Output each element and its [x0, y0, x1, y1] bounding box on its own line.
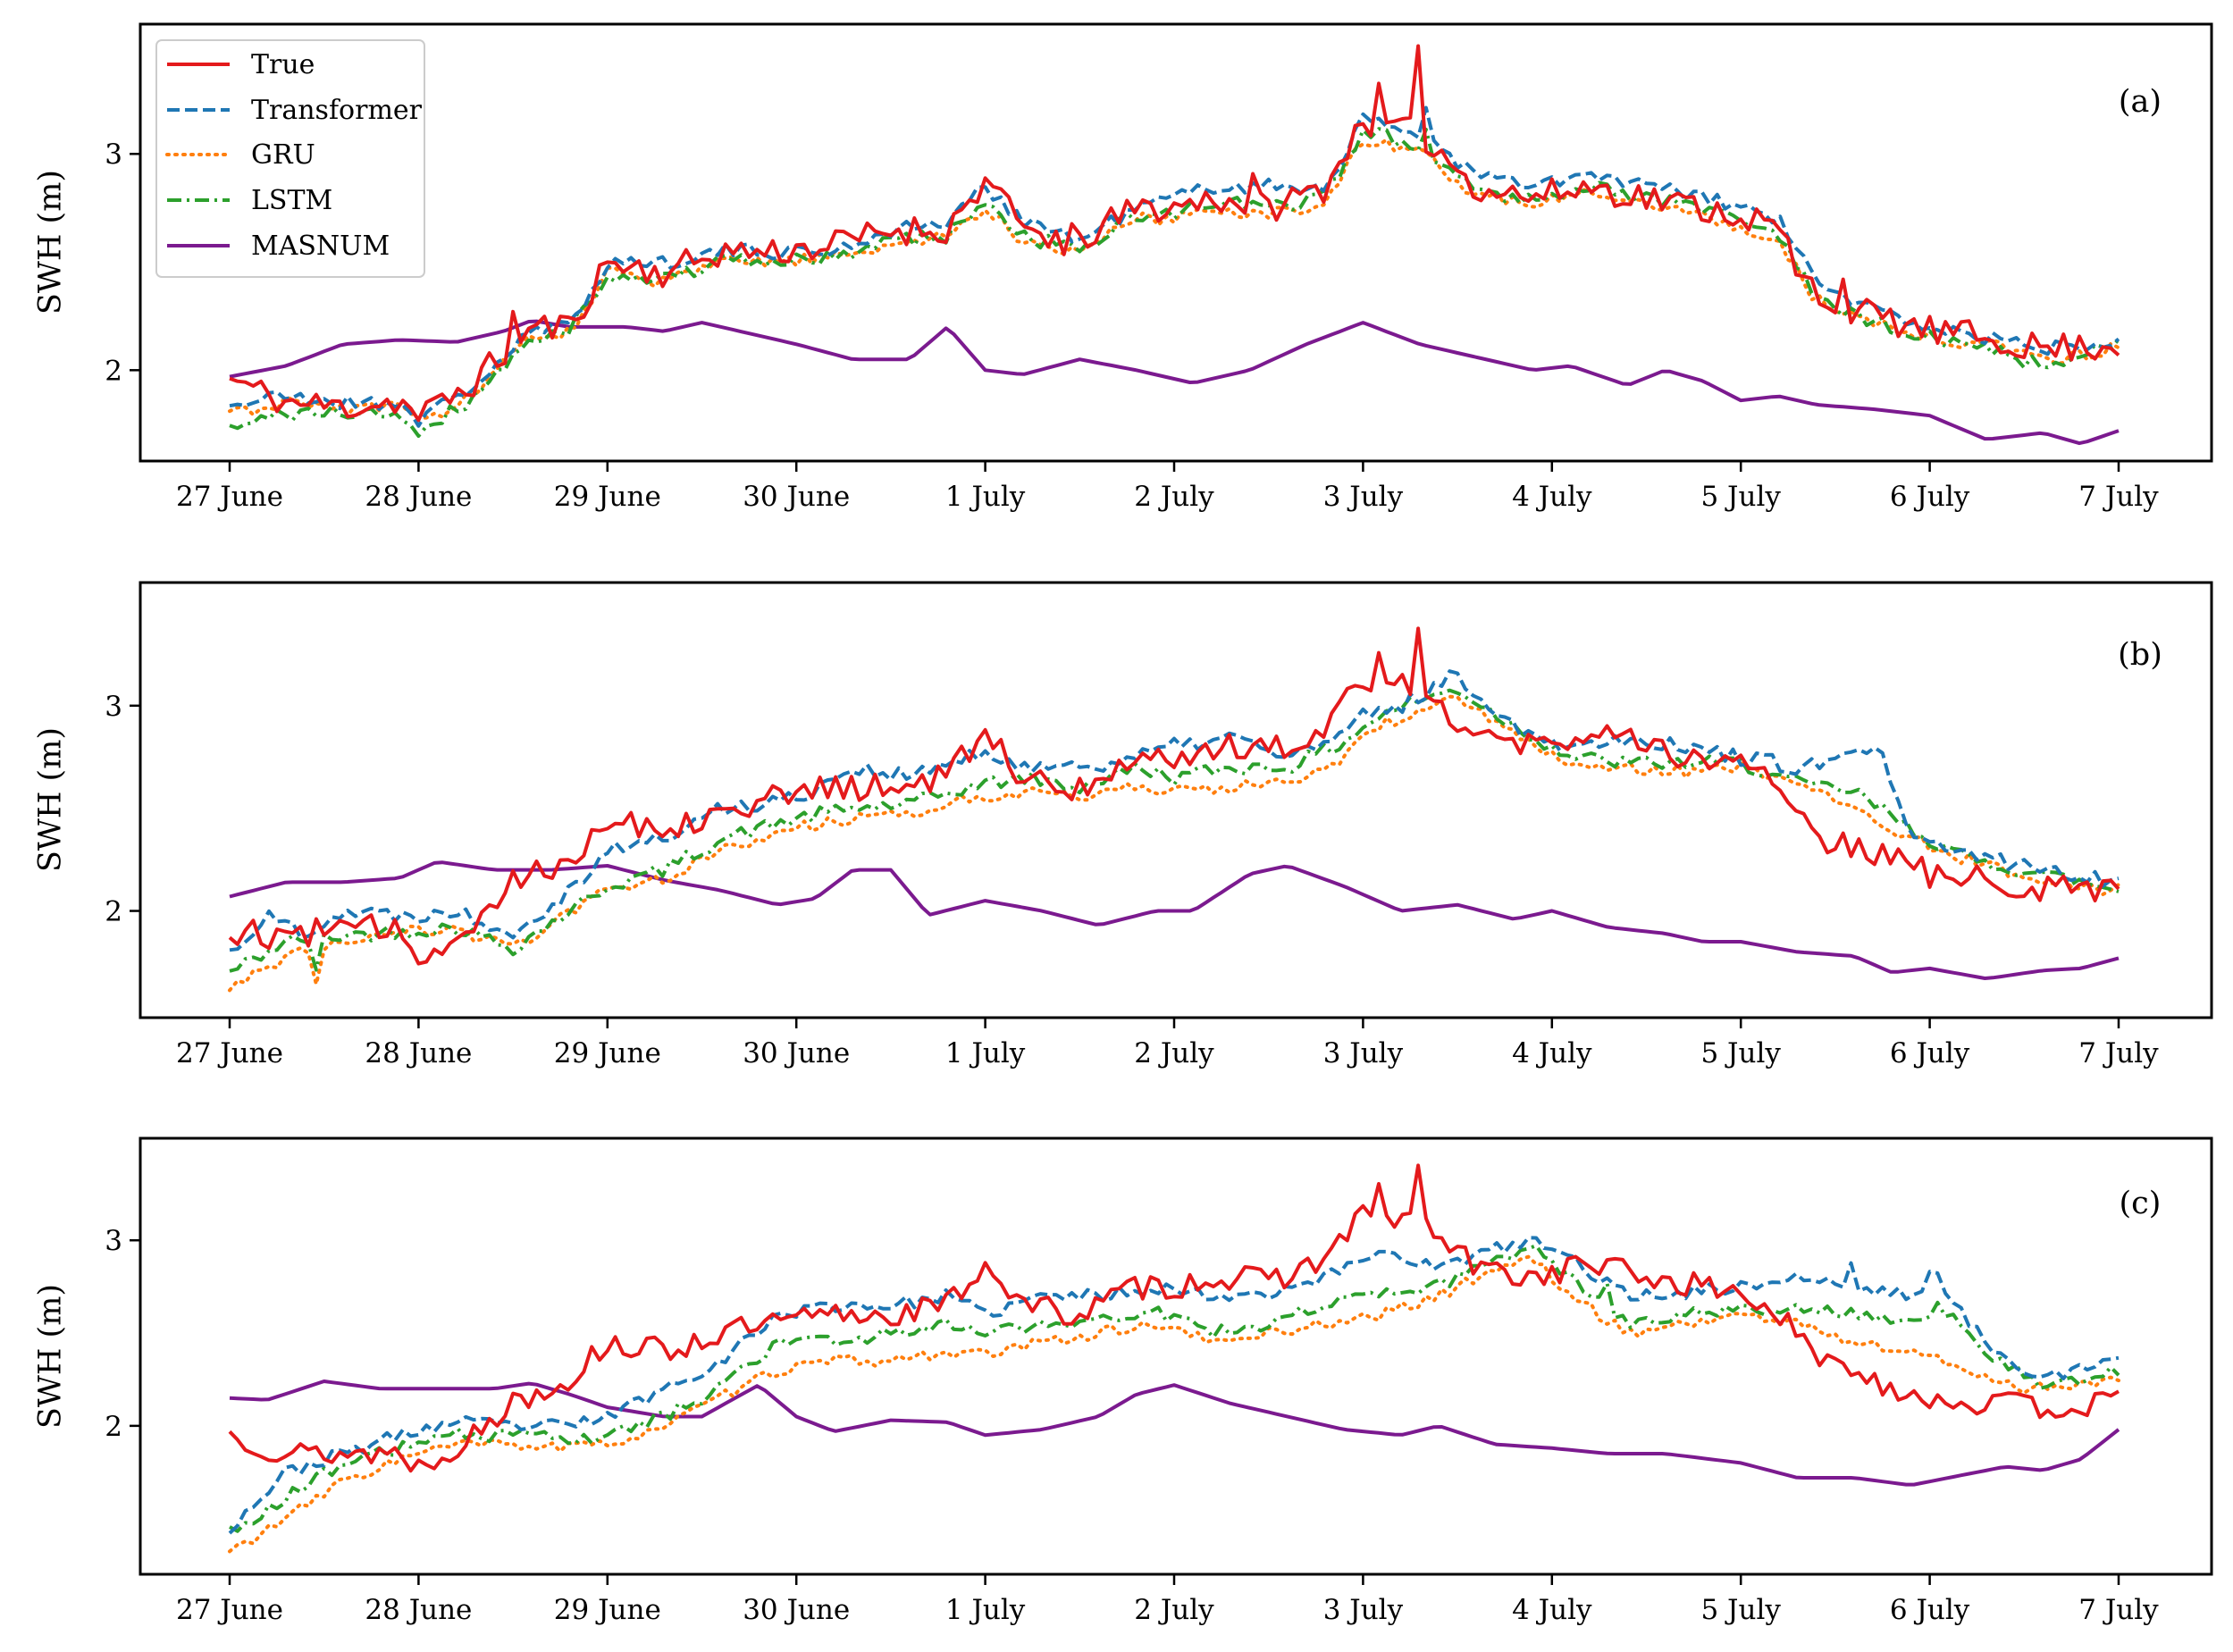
x-tick-label: 6 July: [1890, 1037, 1970, 1069]
y-tick-label: 2: [105, 1411, 122, 1443]
panel-a-series: [228, 44, 2120, 446]
legend-label-lstm: LSTM: [251, 185, 332, 216]
x-tick-label: 28 June: [365, 1037, 472, 1069]
x-tick-label: 27 June: [176, 1594, 283, 1626]
x-tick-label: 6 July: [1890, 1594, 1970, 1626]
x-tick-label: 2 July: [1134, 1594, 1214, 1626]
y-tick-label: 2: [105, 896, 122, 928]
x-tick-label: 29 June: [554, 1594, 661, 1626]
panel-c-series: [228, 1163, 2120, 1554]
panel-c: SWH (m) (c) 27 June 28 June 29 June 30 June…: [33, 1136, 2213, 1626]
series-line-masnum: [229, 319, 2120, 446]
series-line-gru: [228, 1254, 2120, 1554]
x-tick-label: 1 July: [945, 481, 1026, 513]
series-line-lstm: [229, 688, 2120, 973]
panel-a-frame: [139, 22, 2213, 463]
legend-entry-true[interactable]: True: [167, 49, 315, 80]
x-tick-label: 29 June: [554, 1037, 661, 1069]
x-tick-label: 7 July: [2078, 1594, 2159, 1626]
legend-label-true: True: [251, 49, 315, 80]
panel-b: SWH (m) (b) 27 June 28 June 29 June 30 June…: [33, 581, 2213, 1069]
y-tick-label: 3: [105, 691, 122, 723]
legend-entry-masnum[interactable]: MASNUM: [167, 231, 390, 262]
x-tick-label: 27 June: [176, 1037, 283, 1069]
series-line-true: [228, 626, 2120, 966]
x-tick-label: 1 July: [945, 1037, 1026, 1069]
series-line-true: [228, 1163, 2120, 1473]
panel-c-ylabel: SWH (m): [33, 1284, 69, 1429]
legend-entry-lstm[interactable]: LSTM: [167, 185, 332, 216]
series-line-masnum: [229, 1379, 2120, 1487]
panel-c-ticks: 27 June 28 June 29 June 30 June 1 July 2 July…: [105, 1225, 2159, 1626]
x-tick-label: 7 July: [2078, 1037, 2159, 1069]
legend-label-gru: GRU: [251, 139, 315, 171]
panel-a-ticks: 27 June 28 June 29 June 30 June 1 July 2 July…: [105, 138, 2159, 513]
x-tick-label: 30 June: [743, 1037, 850, 1069]
legend-label-transformer: Transformer: [251, 95, 423, 126]
legend-entry-transformer[interactable]: Transformer: [167, 95, 423, 126]
x-tick-label: 3 July: [1323, 1037, 1404, 1069]
x-tick-label: 4 July: [1512, 1037, 1592, 1069]
panel-b-tag: (b): [2118, 637, 2162, 673]
x-tick-label: 2 July: [1134, 481, 1214, 513]
x-tick-label: 4 July: [1512, 1594, 1592, 1626]
x-tick-label: 3 July: [1323, 1594, 1404, 1626]
series-line-transformer: [228, 1236, 2120, 1535]
legend-frame: [155, 39, 425, 278]
y-tick-label: 2: [105, 355, 122, 387]
series-line-transformer: [229, 105, 2120, 428]
series-line-masnum: [229, 860, 2120, 980]
x-tick-label: 4 July: [1512, 481, 1592, 513]
x-tick-label: 7 July: [2078, 481, 2159, 513]
x-tick-label: 28 June: [365, 481, 472, 513]
x-tick-label: 3 July: [1323, 481, 1404, 513]
legend-entry-gru[interactable]: GRU: [165, 139, 315, 171]
series-line-gru: [228, 694, 2120, 993]
x-tick-label: 5 July: [1700, 1594, 1781, 1626]
panel-a-tag: (a): [2119, 84, 2162, 120]
panel-a-ylabel: SWH (m): [33, 170, 69, 314]
panel-c-tag: (c): [2120, 1186, 2162, 1221]
x-tick-label: 2 July: [1134, 1037, 1214, 1069]
x-tick-label: 28 June: [365, 1594, 472, 1626]
x-tick-label: 5 July: [1700, 481, 1781, 513]
x-tick-label: 5 July: [1700, 1037, 1781, 1069]
x-tick-label: 30 June: [743, 1594, 850, 1626]
panel-b-series: [228, 626, 2120, 993]
series-line-lstm: [229, 1244, 2120, 1533]
panel-b-frame: [139, 581, 2213, 1019]
series-line-transformer: [229, 669, 2120, 952]
legend[interactable]: True Transformer GRU LSTM MASNUM: [155, 39, 425, 278]
x-tick-label: 27 June: [176, 481, 283, 513]
x-tick-label: 30 June: [743, 481, 850, 513]
panel-b-ylabel: SWH (m): [33, 727, 69, 872]
legend-label-masnum: MASNUM: [251, 231, 390, 262]
x-tick-label: 1 July: [945, 1594, 1026, 1626]
panel-c-frame: [139, 1136, 2213, 1576]
x-tick-label: 29 June: [554, 481, 661, 513]
series-line-true: [229, 44, 2120, 423]
panel-b-ticks: 27 June 28 June 29 June 30 June 1 July 2 July…: [105, 691, 2159, 1069]
x-tick-label: 6 July: [1890, 481, 1970, 513]
series-line-gru: [228, 138, 2120, 421]
y-tick-label: 3: [105, 1225, 122, 1257]
panel-a: SWH (m) (a) 27 June 28 June 29 June 30 June…: [33, 22, 2213, 513]
y-tick-label: 3: [105, 138, 122, 171]
